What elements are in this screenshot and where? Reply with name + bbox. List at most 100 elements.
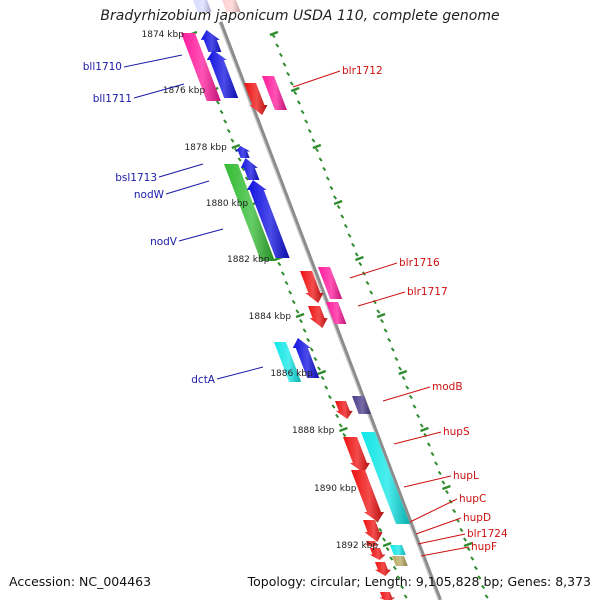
gene-hupF-partner-shade bbox=[390, 545, 406, 555]
kbp-label: 1880 kbp bbox=[206, 199, 249, 209]
right-major-tick bbox=[398, 369, 408, 376]
left-minor-tick bbox=[342, 432, 347, 438]
kbp-label: 1888 kbp bbox=[292, 426, 335, 436]
blr1716-label[interactable]: blr1716 bbox=[399, 257, 440, 269]
hupD-label[interactable]: hupD bbox=[463, 512, 491, 524]
gene-blr1712-partner[interactable] bbox=[262, 76, 287, 110]
clipped-gene-right-shade bbox=[222, 0, 241, 12]
right-minor-tick bbox=[430, 451, 435, 457]
gene-blr1717-partner[interactable] bbox=[308, 306, 328, 328]
right-major-tick bbox=[269, 30, 279, 37]
left-major-tick bbox=[231, 143, 241, 150]
dctA-leader-line bbox=[216, 366, 264, 380]
gene-blr1716[interactable] bbox=[300, 271, 324, 303]
gene-dctA-partner-shade bbox=[292, 338, 320, 378]
right-minor-tick bbox=[466, 546, 471, 552]
gene-modB-shade bbox=[352, 396, 371, 414]
nodV-label[interactable]: nodV bbox=[150, 236, 178, 248]
gene-blr1724-shade bbox=[364, 541, 380, 547]
gene-blr1717[interactable] bbox=[326, 302, 347, 324]
hupD-leader-line bbox=[415, 517, 462, 535]
right-minor-tick bbox=[365, 280, 370, 286]
gene-nodV-partner[interactable] bbox=[246, 180, 290, 258]
gene-nodV[interactable] bbox=[224, 164, 275, 261]
right-minor-tick bbox=[408, 394, 413, 400]
gene-blr1724-b[interactable] bbox=[369, 548, 386, 560]
right-minor-tick bbox=[434, 461, 439, 466]
hupL-label[interactable]: hupL bbox=[453, 470, 479, 482]
gene-modB-partner-shade bbox=[335, 401, 353, 419]
blr1712-label[interactable]: blr1712 bbox=[342, 65, 383, 77]
right-minor-tick bbox=[444, 489, 449, 495]
right-minor-tick bbox=[383, 328, 388, 333]
gene-hupL[interactable] bbox=[361, 432, 410, 524]
gene-bll1710-partner[interactable] bbox=[200, 30, 222, 52]
bll1710-label[interactable]: bll1710 bbox=[83, 61, 122, 73]
hupS-leader-line bbox=[393, 431, 442, 445]
gene-dctA-partner[interactable] bbox=[292, 338, 320, 378]
gene-nodW[interactable] bbox=[240, 158, 260, 180]
hupC-label[interactable]: hupC bbox=[459, 493, 486, 505]
left-minor-tick bbox=[327, 394, 332, 400]
kbp-label: 1878 kbp bbox=[184, 143, 227, 153]
right-major-tick bbox=[463, 541, 473, 548]
right-minor-tick bbox=[293, 90, 298, 96]
gene-blr1712[interactable] bbox=[244, 83, 268, 115]
clipped-gene-left-shade bbox=[193, 0, 212, 12]
right-minor-tick bbox=[416, 413, 421, 419]
right-major-tick bbox=[442, 484, 451, 491]
left-major-tick bbox=[338, 426, 348, 433]
clipped-gene-left[interactable] bbox=[193, 0, 212, 12]
blr1717-label[interactable]: blr1717 bbox=[407, 286, 448, 298]
bll1711-label[interactable]: bll1711 bbox=[93, 93, 132, 105]
left-minor-tick bbox=[306, 337, 311, 343]
left-minor-tick bbox=[392, 565, 397, 571]
gene-modB-partner[interactable] bbox=[335, 401, 353, 419]
gene-hupD[interactable] bbox=[363, 520, 383, 542]
gene-bsl1713[interactable] bbox=[235, 146, 251, 158]
right-minor-tick bbox=[401, 375, 406, 381]
gene-hupF[interactable] bbox=[392, 556, 408, 566]
clipped-gene-right[interactable] bbox=[222, 0, 241, 12]
gene-bll1710[interactable] bbox=[181, 33, 221, 101]
left-minor-tick bbox=[244, 176, 249, 181]
left-minor-tick bbox=[302, 328, 307, 333]
gene-dctA[interactable] bbox=[274, 342, 302, 382]
gene-hupF-partner[interactable] bbox=[390, 545, 406, 555]
right-minor-tick bbox=[343, 223, 348, 229]
right-minor-tick bbox=[329, 185, 334, 191]
hupC-leader-line bbox=[409, 498, 458, 523]
gene-blr1712-shade bbox=[244, 83, 268, 115]
gene-tail-1[interactable] bbox=[374, 562, 391, 576]
gene-blr1724[interactable] bbox=[364, 541, 380, 547]
left-minor-tick bbox=[320, 375, 325, 381]
left-minor-tick bbox=[291, 299, 296, 305]
right-minor-tick bbox=[304, 119, 309, 124]
gene-tail-2[interactable] bbox=[379, 592, 396, 600]
bsl1713-label[interactable]: bsl1713 bbox=[115, 172, 157, 184]
bsl1713-leader-line bbox=[158, 163, 204, 178]
blr1724-label[interactable]: blr1724 bbox=[467, 528, 508, 540]
nodW-label[interactable]: nodW bbox=[134, 189, 165, 201]
modB-label[interactable]: modB bbox=[432, 381, 463, 393]
left-minor-tick bbox=[277, 261, 282, 267]
gene-bll1711[interactable] bbox=[206, 50, 239, 98]
gene-modB[interactable] bbox=[352, 396, 371, 414]
left-minor-tick bbox=[400, 584, 405, 590]
left-major-tick bbox=[382, 541, 392, 548]
kbp-label: 1882 kbp bbox=[227, 255, 270, 265]
right-minor-tick bbox=[358, 261, 363, 267]
kbp-label: 1874 kbp bbox=[142, 30, 185, 40]
left-minor-tick bbox=[378, 527, 383, 533]
right-major-tick bbox=[312, 143, 322, 150]
gene-hupC[interactable] bbox=[351, 470, 384, 522]
right-minor-tick bbox=[282, 62, 287, 67]
right-minor-tick bbox=[376, 309, 381, 314]
hupS-label[interactable]: hupS bbox=[443, 426, 470, 438]
dctA-label[interactable]: dctA bbox=[191, 374, 216, 386]
left-minor-tick bbox=[382, 537, 386, 542]
right-minor-tick bbox=[347, 233, 352, 238]
hupF-label[interactable]: hupF bbox=[471, 541, 497, 553]
gene-hupS[interactable] bbox=[343, 437, 370, 473]
gene-blr1716-partner[interactable] bbox=[318, 267, 343, 299]
